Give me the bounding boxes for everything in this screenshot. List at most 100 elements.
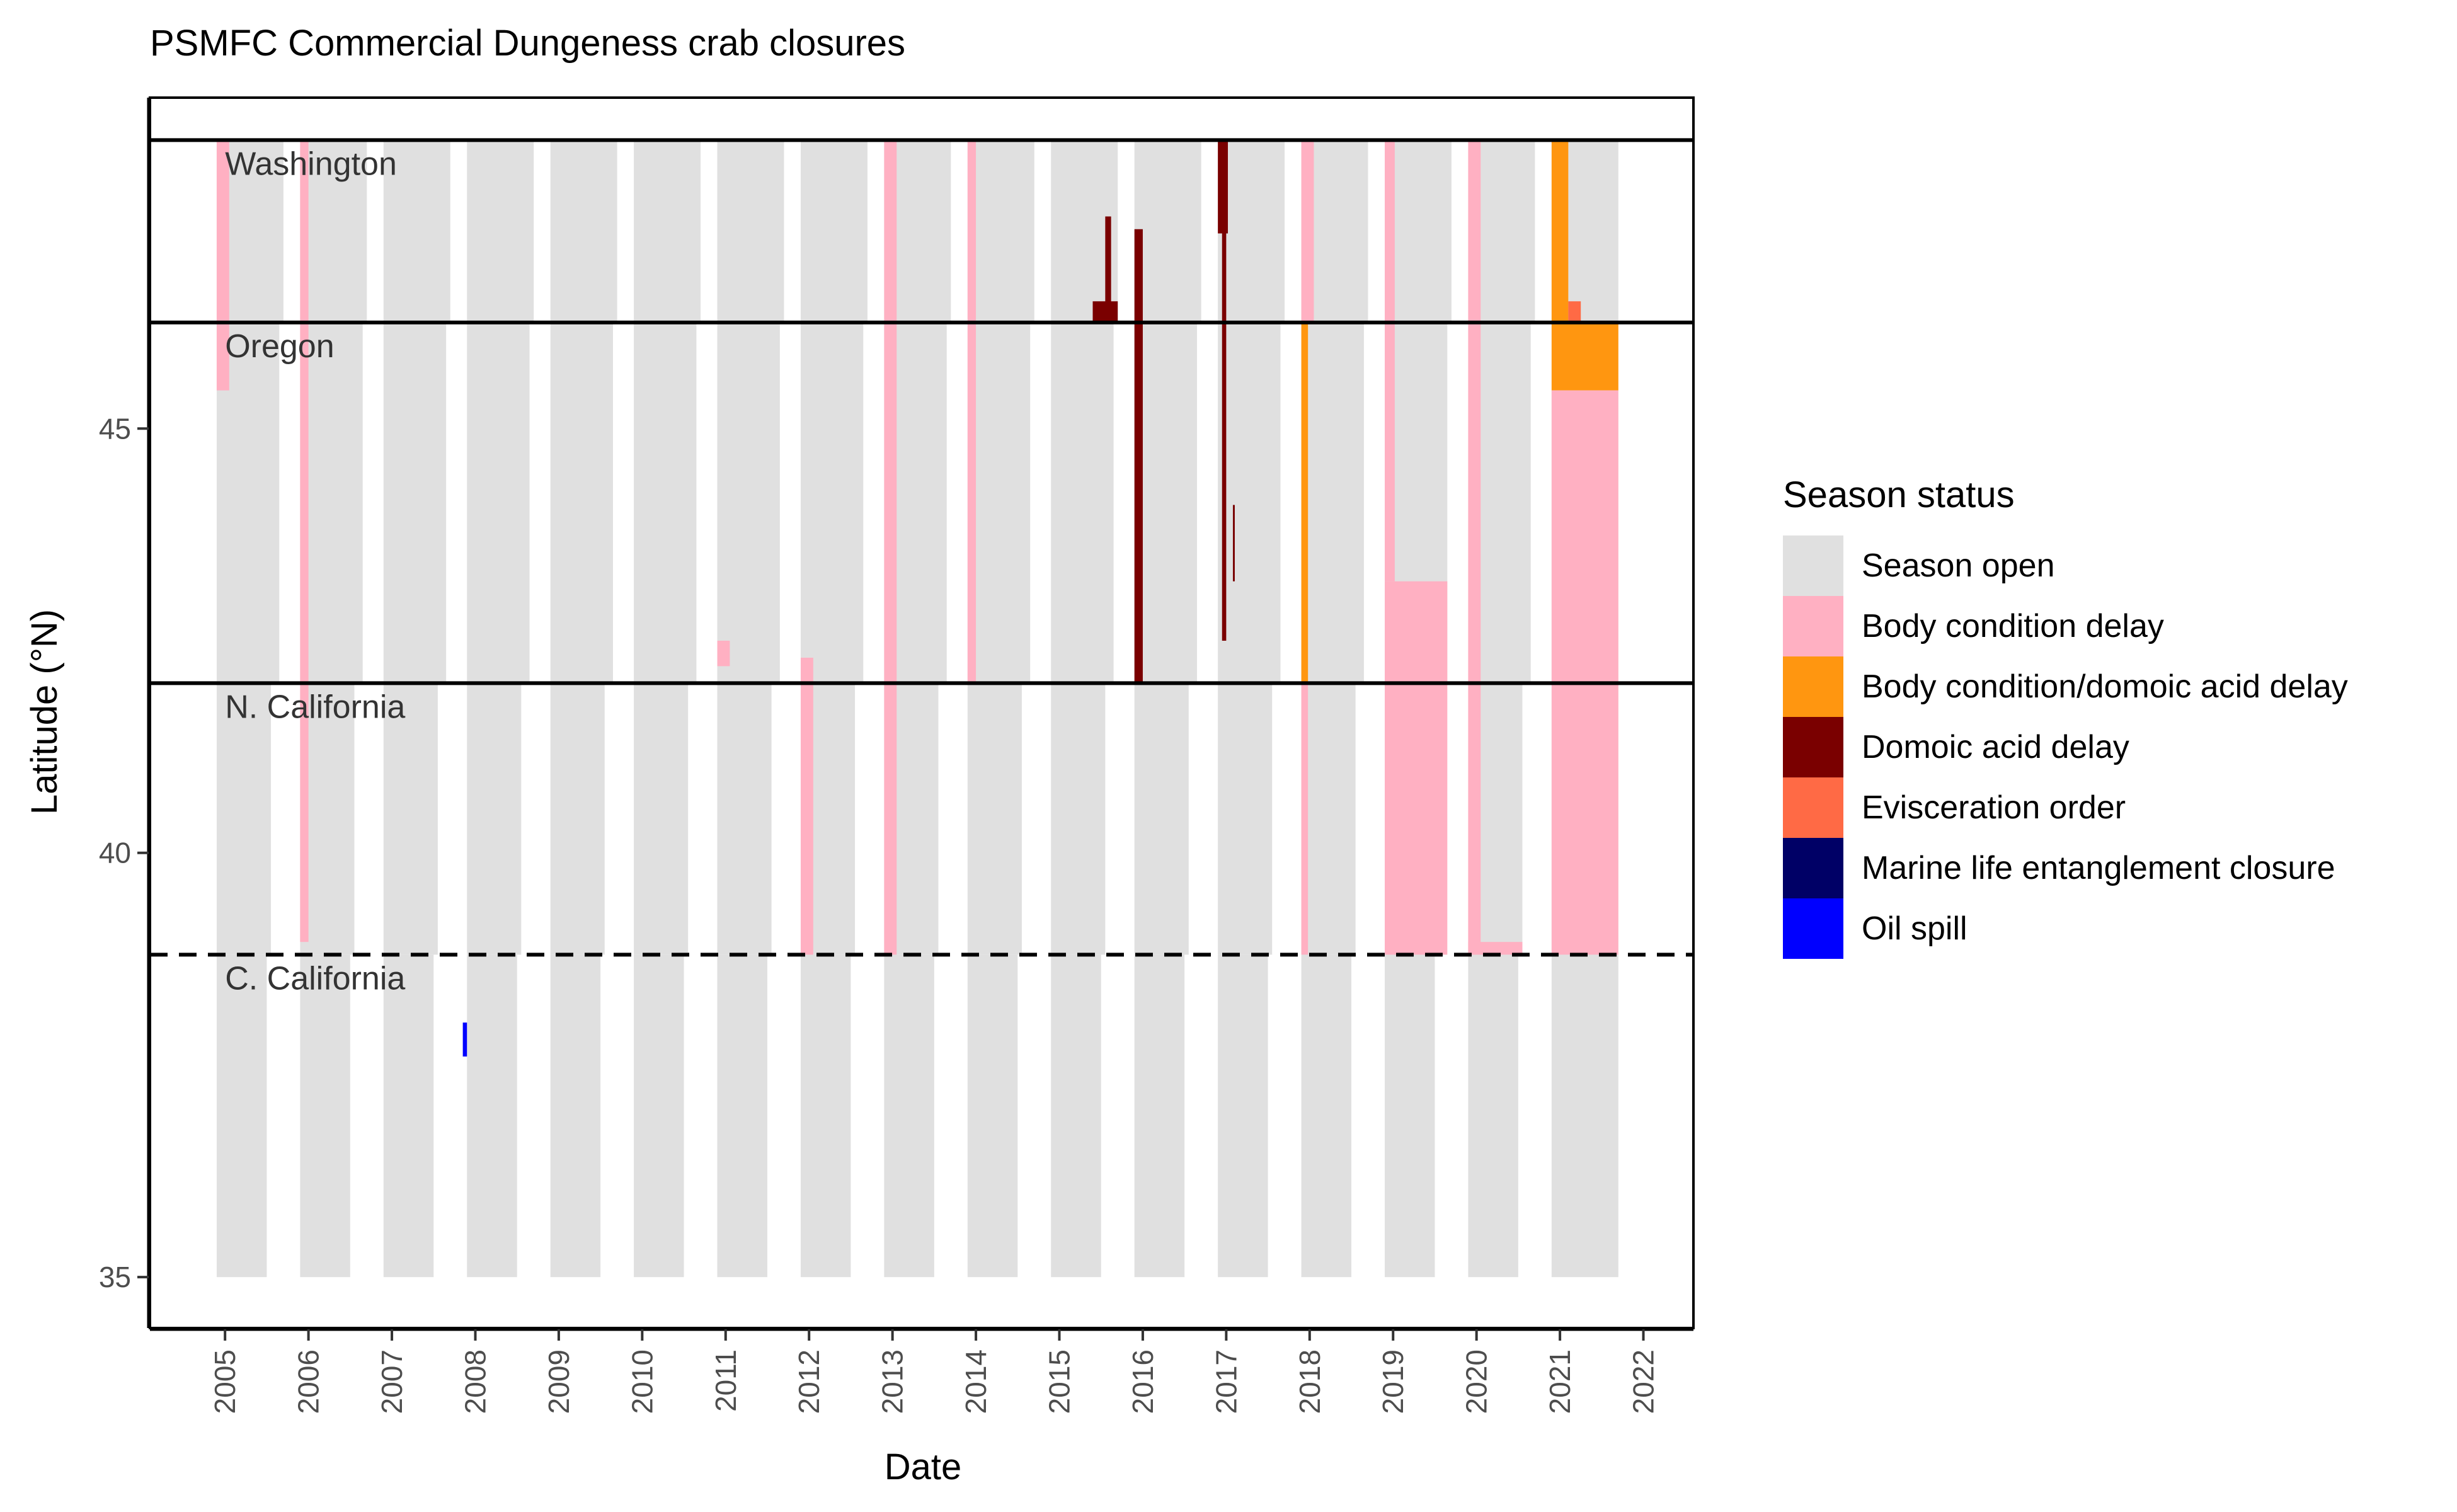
open-season-bar — [1218, 322, 1281, 684]
closure-bar — [1301, 683, 1309, 955]
open-season-bar — [550, 322, 613, 684]
open-season-bar — [634, 954, 684, 1278]
legend-label: Oil spill — [1862, 910, 1967, 947]
open-season-bar — [550, 683, 605, 955]
open-season-bar — [967, 322, 1031, 684]
x-tick-label: 2016 — [1126, 1349, 1159, 1414]
closure-bar — [1568, 301, 1581, 323]
open-season-bar — [967, 683, 1022, 955]
closure-bar — [1218, 140, 1228, 234]
legend-label: Body condition delay — [1862, 608, 2164, 644]
open-season-bar — [383, 140, 450, 323]
legend-swatch — [1783, 656, 1843, 717]
x-tick-label: 2005 — [209, 1349, 241, 1414]
open-season-bar — [1301, 683, 1356, 955]
x-tick-label: 2015 — [1043, 1349, 1076, 1414]
x-tick-label: 2019 — [1377, 1349, 1409, 1414]
open-season-bar — [1134, 322, 1198, 684]
open-season-bar — [634, 683, 689, 955]
open-season-bar — [383, 322, 447, 684]
open-season-bar — [717, 683, 772, 955]
legend-label: Domoic acid delay — [1862, 729, 2129, 765]
closure-bar — [800, 657, 813, 955]
region-label: Oregon — [225, 328, 334, 365]
open-season-bar — [550, 140, 617, 323]
open-season-bar — [1301, 322, 1364, 684]
x-tick-label: 2009 — [542, 1349, 575, 1414]
closure-bar — [967, 140, 976, 684]
closure-bar — [1468, 942, 1523, 955]
closure-bar — [1301, 140, 1314, 323]
open-season-bar — [967, 954, 1018, 1278]
legend: Season status Season open Body condition … — [1783, 474, 2348, 959]
open-season-bar — [634, 322, 697, 684]
open-season-bar — [467, 322, 530, 684]
closure-bar — [1222, 233, 1227, 641]
closure-bar — [1385, 140, 1395, 581]
closure-bar — [1301, 322, 1309, 684]
open-season-bar — [717, 954, 767, 1278]
open-season-bar — [216, 954, 267, 1278]
open-season-bar — [1051, 683, 1106, 955]
open-season-bar — [300, 683, 355, 955]
x-tick-label: 2008 — [459, 1349, 491, 1414]
closure-layer — [216, 140, 1618, 1057]
open-season-bar — [1051, 322, 1114, 684]
open-season-bar — [1551, 954, 1618, 1278]
closure-bar — [1468, 140, 1481, 955]
x-tick-label: 2022 — [1627, 1349, 1660, 1414]
open-season-bar — [717, 140, 784, 323]
x-tick-label: 2014 — [959, 1349, 992, 1414]
open-season-bar — [884, 954, 934, 1278]
open-season-bar — [467, 140, 534, 323]
open-season-bar — [550, 954, 601, 1278]
x-tick-label: 2018 — [1293, 1349, 1326, 1414]
legend-swatch — [1783, 596, 1843, 656]
closure-bar — [1551, 322, 1618, 391]
y-axis-label: Latitude (°N) — [24, 609, 65, 815]
open-season-bar — [1385, 954, 1435, 1278]
closure-bar — [1134, 229, 1143, 684]
open-season-bar — [800, 322, 864, 684]
x-tick-label: 2012 — [793, 1349, 825, 1414]
legend-swatch — [1783, 898, 1843, 959]
closure-bar — [884, 140, 897, 955]
open-season-bar — [216, 683, 272, 955]
legend-swatch — [1783, 838, 1843, 898]
open-season-bar — [383, 954, 434, 1278]
x-tick-label: 2010 — [626, 1349, 658, 1414]
legend-label: Marine life entanglement closure — [1862, 850, 2335, 886]
closure-bar — [300, 140, 309, 942]
plot-area: Washington Oregon N. California C. Californ… — [149, 96, 1695, 1329]
region-label: N. California — [225, 689, 405, 725]
x-tick-label: 2011 — [709, 1349, 742, 1412]
closure-bar — [462, 1022, 467, 1057]
legend-label: Body condition/domoic acid delay — [1862, 668, 2348, 705]
x-axis-label: Date — [885, 1446, 962, 1487]
open-season-bar — [967, 140, 1034, 323]
open-season-bar — [800, 954, 851, 1278]
open-season-bar — [1218, 683, 1273, 955]
open-season-bar — [800, 140, 868, 323]
x-tick-label: 2013 — [876, 1349, 909, 1414]
legend-swatch — [1783, 536, 1843, 596]
open-season-bar — [300, 322, 363, 684]
x-tick-label: 2006 — [292, 1349, 325, 1414]
x-tick-label: 2007 — [375, 1349, 408, 1414]
open-season-bar — [300, 140, 367, 323]
closure-bar — [717, 641, 730, 667]
closure-bar — [216, 140, 229, 391]
open-season-bar — [467, 683, 522, 955]
open-season-bar — [1301, 954, 1352, 1278]
chart-title: PSMFC Commercial Dungeness crab closures — [150, 23, 905, 64]
closure-bar — [1385, 581, 1448, 955]
open-season-bar — [300, 954, 350, 1278]
legend-title: Season status — [1783, 474, 2015, 515]
open-season-bar — [1134, 683, 1189, 955]
closure-bar — [1105, 216, 1111, 323]
legend-swatch — [1783, 717, 1843, 777]
legend-swatch — [1783, 777, 1843, 838]
open-season-bar — [1134, 954, 1185, 1278]
region-layer: Washington Oregon N. California C. Californ… — [150, 138, 1693, 997]
